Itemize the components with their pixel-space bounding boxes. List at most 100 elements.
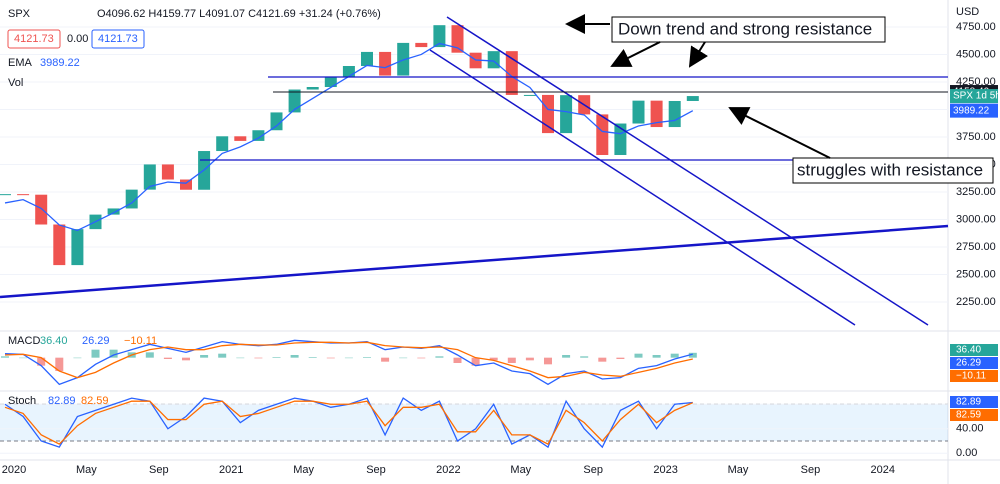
x-tick-label: 2022 [436,464,460,476]
histogram-bar [670,353,679,358]
axis-value-box [950,409,998,421]
candle [433,25,446,48]
y-tick-label: 0.00 [956,447,977,459]
histogram-bar [489,357,498,361]
y-tick-label: 4750.00 [956,21,996,33]
annotation-box [792,157,994,184]
candle [560,95,573,134]
symbol: SPX [8,8,31,20]
vol-label: Vol [8,77,23,89]
histogram-bar [308,357,317,358]
macd-title: MACD [8,335,40,347]
candle [686,96,699,101]
y-tick-label: 2750.00 [956,241,996,253]
y-tick-label: 3750.00 [956,131,996,143]
histogram-bar [363,357,371,358]
x-tick-label: Sep [801,464,821,476]
price-label-box [950,89,998,104]
histogram-bar [200,355,209,358]
y-tick-label: 2500.00 [956,268,996,280]
histogram-bar [55,357,64,371]
candle [487,51,500,69]
axis-value-box [950,357,998,369]
candle [306,87,319,90]
histogram-bar [652,355,661,358]
sell-box[interactable] [7,29,61,49]
histogram-bar [634,353,643,358]
legend-value: 36.40 [40,335,68,347]
histogram-bar [471,357,480,366]
channel-line [446,16,929,326]
candle [361,51,373,66]
candle [180,179,192,190]
candle [668,100,681,128]
axis-value-box [950,396,998,408]
channel-line [429,49,856,326]
histogram-bar [19,357,28,359]
annotation-box [611,16,886,43]
candle [270,112,283,131]
y-tick-label: 3000.00 [956,213,996,225]
spread: 0.00 [67,33,88,45]
y-tick-label: 4500.00 [956,48,996,60]
histogram-bar [399,357,408,359]
candle [397,42,410,76]
candle [216,136,229,152]
candle [596,114,609,155]
axis-value-box [950,344,998,356]
x-tick-label: Sep [366,464,386,476]
histogram-bar [182,357,190,361]
histogram-bar [272,357,281,358]
arrow [728,107,831,159]
x-tick-label: 2023 [653,464,677,476]
price-label: 3989.22 [953,105,990,116]
y-tick-label: 2250.00 [956,296,996,308]
x-tick-label: 2021 [219,464,243,476]
candle [542,94,554,134]
axis-value: 82.89 [956,397,981,408]
histogram-bar [381,357,390,362]
histogram-bar [145,352,154,358]
macd-line [4,341,693,379]
legend-value: 82.89 [48,395,76,407]
currency: USD [956,6,979,18]
candle [614,123,627,155]
buy-price: 4121.73 [98,33,138,45]
histogram-bar [598,357,607,362]
ema-value: 3989.22 [40,57,80,69]
y-tick-label: 3250.00 [956,186,996,198]
candle [379,51,392,76]
x-tick-label: May [76,464,97,476]
histogram-bar [435,356,444,358]
candle [650,100,663,128]
candle [0,194,11,196]
histogram-bar [544,357,552,365]
histogram-bar [236,357,245,359]
histogram-bar [254,357,263,359]
histogram-bar [1,356,9,358]
x-tick-label: May [510,464,531,476]
annotation: Down trend and strong resistance [618,19,872,38]
axis-value: 82.59 [956,410,981,421]
histogram-bar [580,356,589,358]
candle [234,136,247,141]
histogram-bar [616,357,625,359]
axis-value: 36.40 [956,345,981,356]
ema-label: EMA [8,57,33,69]
candle [632,100,645,124]
candle [288,89,301,113]
candle [324,76,337,88]
histogram-bar [37,357,46,366]
axis-value-box [950,370,998,382]
buy-box[interactable] [91,29,145,49]
candle [125,189,138,209]
candle [53,224,66,266]
candle [523,94,536,96]
histogram-bar [453,357,462,363]
x-tick-label: 2020 [2,464,26,476]
candle [252,130,265,141]
histogram-bar [218,353,227,358]
support-line [0,224,949,299]
